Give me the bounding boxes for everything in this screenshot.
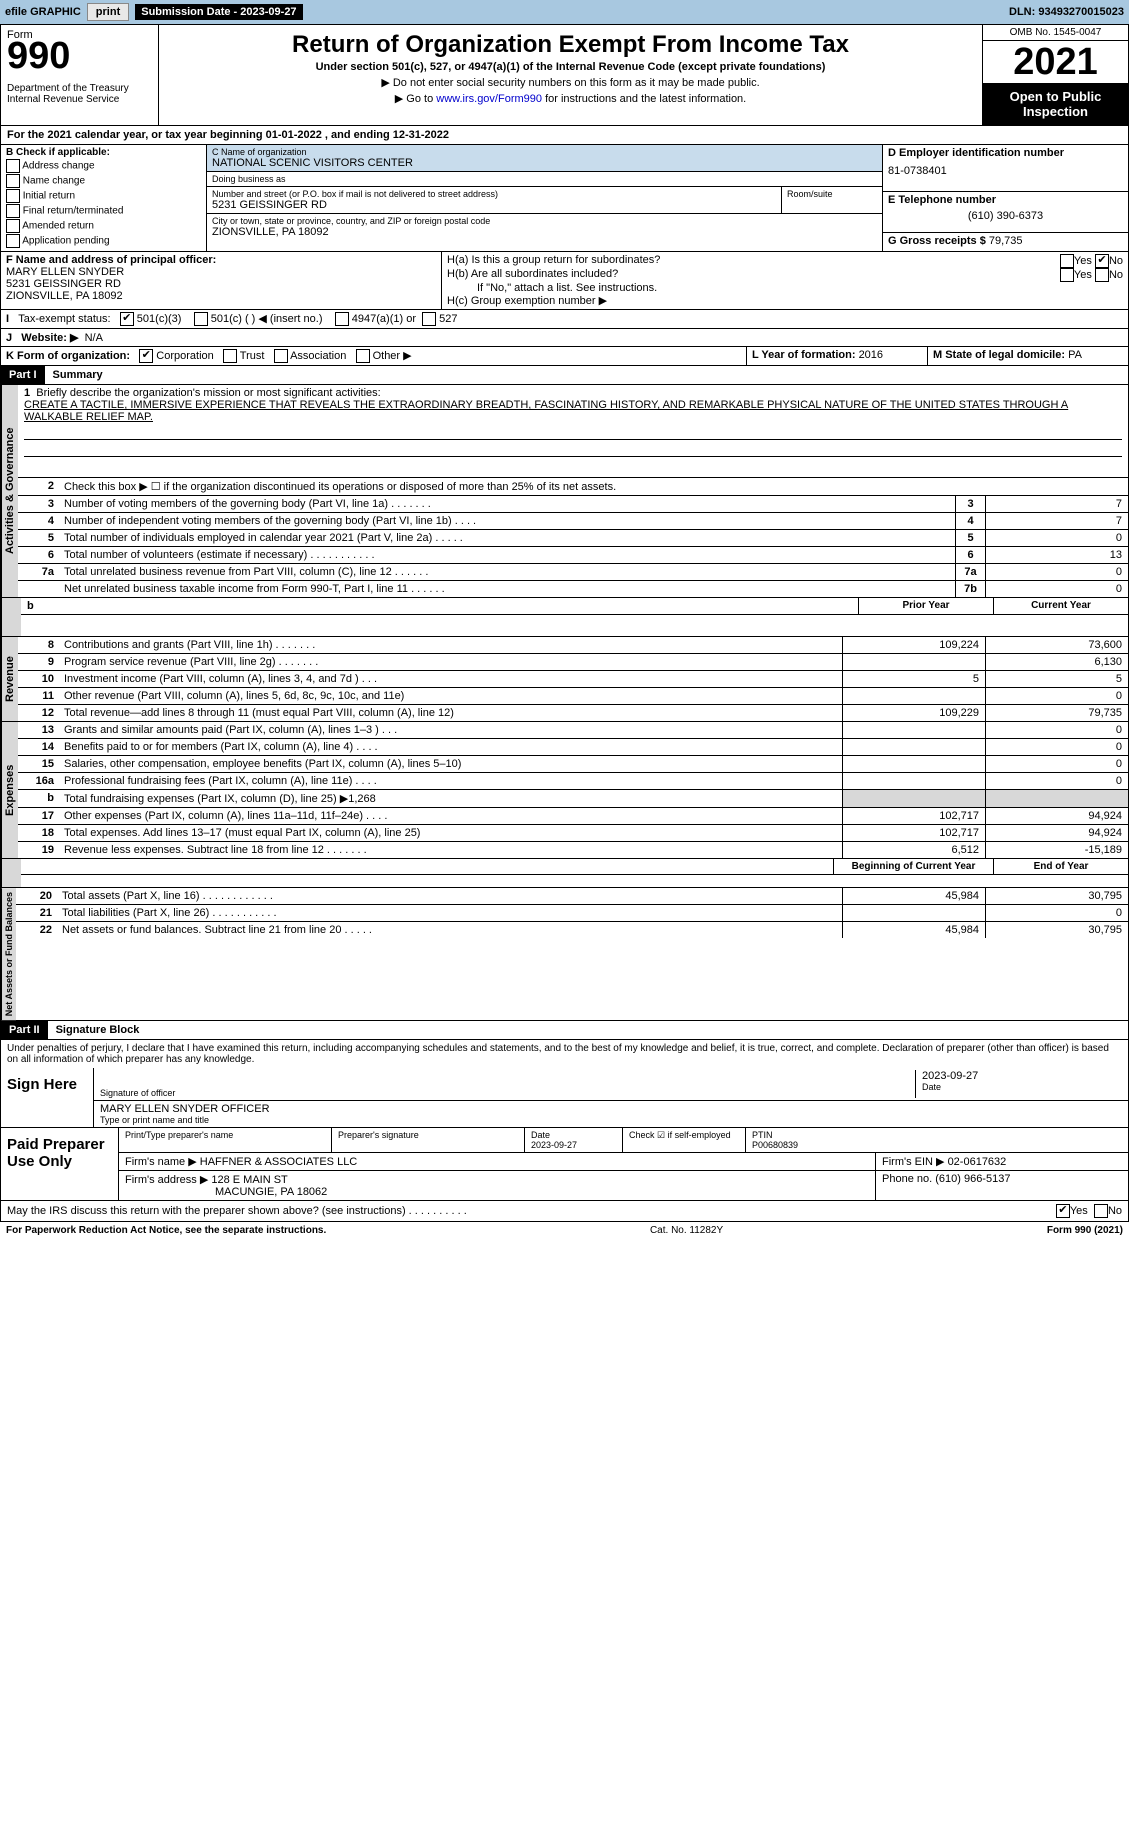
paperwork-notice: For Paperwork Reduction Act Notice, see … (6, 1225, 326, 1236)
goto-note: ▶ Go to www.irs.gov/Form990 for instruct… (165, 92, 976, 105)
officer-label: F Name and address of principal officer: (6, 254, 436, 266)
current-year-hdr: Current Year (993, 598, 1128, 614)
part2-title: Signature Block (48, 1024, 140, 1036)
open-inspection: Open to Public Inspection (983, 83, 1128, 125)
print-button[interactable]: print (87, 3, 129, 21)
ha-label: H(a) Is this a group return for subordin… (447, 254, 660, 268)
beg-year-hdr: Beginning of Current Year (833, 859, 993, 874)
firm-phone: (610) 966-5137 (935, 1173, 1010, 1185)
topbar: efile GRAPHIC print Submission Date - 20… (0, 0, 1129, 24)
officer-addr: 5231 GEISSINGER RD (6, 278, 436, 290)
city-label: City or town, state or province, country… (212, 216, 877, 226)
mission-text: CREATE A TACTILE, IMMERSIVE EXPERIENCE T… (24, 399, 1122, 423)
tax-exempt-row: I Tax-exempt status: 501(c)(3) 501(c) ( … (1, 310, 1128, 328)
line2: Check this box ▶ ☐ if the organization d… (60, 478, 1128, 495)
tab-net-assets: Net Assets or Fund Balances (1, 888, 16, 1020)
ssn-note: ▶ Do not enter social security numbers o… (165, 76, 976, 89)
sig-officer-label: Signature of officer (100, 1088, 915, 1098)
chk-final-return[interactable]: Final return/terminated (6, 204, 201, 218)
chk-application-pending[interactable]: Application pending (6, 234, 201, 248)
form-title: Return of Organization Exempt From Incom… (165, 31, 976, 59)
ein-label: D Employer identification number (888, 147, 1123, 159)
dln: DLN: 93493270015023 (1009, 6, 1124, 18)
gross-receipts-value: 79,735 (989, 235, 1023, 247)
prep-sig-label: Preparer's signature (332, 1128, 525, 1152)
ein-value: 81-0738401 (888, 165, 1123, 177)
submission-date: Submission Date - 2023-09-27 (135, 4, 302, 20)
state-domicile: M State of legal domicile: PA (928, 347, 1128, 365)
officer-printed: MARY ELLEN SNYDER OFFICER (100, 1103, 270, 1115)
form-footer: Form 990 (2021) (1047, 1225, 1123, 1236)
officer-city: ZIONSVILLE, PA 18092 (6, 290, 436, 302)
city-state-zip: ZIONSVILLE, PA 18092 (212, 226, 877, 238)
room-label: Room/suite (787, 189, 877, 199)
hb-label: H(b) Are all subordinates included? (447, 268, 618, 282)
prior-year-hdr: Prior Year (858, 598, 993, 614)
firm-name: HAFFNER & ASSOCIATES LLC (200, 1156, 358, 1168)
chk-name-change[interactable]: Name change (6, 174, 201, 188)
form-number: 990 (7, 37, 152, 75)
street-address: 5231 GEISSINGER RD (212, 199, 776, 211)
dept-treasury: Department of the Treasury Internal Reve… (7, 83, 152, 105)
org-name-label: C Name of organization (212, 147, 877, 157)
chk-initial-return[interactable]: Initial return (6, 189, 201, 203)
prep-name-label: Print/Type preparer's name (119, 1128, 332, 1152)
paid-preparer-label: Paid Preparer Use Only (1, 1128, 118, 1200)
line-a: For the 2021 calendar year, or tax year … (1, 126, 455, 144)
website-row: J Website: ▶ N/A (1, 329, 108, 346)
box-b-label: B Check if applicable: (6, 147, 201, 158)
hc-label: H(c) Group exemption number ▶ (447, 294, 1123, 307)
form-of-org: K Form of organization: Corporation Trus… (1, 347, 747, 365)
year-formation: L Year of formation: 2016 (747, 347, 928, 365)
ptin-value: P00680839 (752, 1140, 798, 1150)
part1-header: Part I (1, 366, 45, 384)
tab-activities: Activities & Governance (1, 385, 18, 597)
form-subtitle: Under section 501(c), 527, or 4947(a)(1)… (165, 61, 976, 73)
chk-address-change[interactable]: Address change (6, 159, 201, 173)
addr-label: Number and street (or P.O. box if mail i… (212, 189, 776, 199)
part1-title: Summary (45, 369, 103, 381)
prep-date: 2023-09-27 (531, 1140, 577, 1150)
phone-value: (610) 390-6373 (888, 210, 1123, 222)
box-b: B Check if applicable: Address change Na… (1, 145, 207, 251)
firm-ein: 02-0617632 (948, 1156, 1007, 1168)
tab-revenue: Revenue (1, 637, 18, 721)
perjury-declaration: Under penalties of perjury, I declare th… (0, 1040, 1129, 1068)
part2-header: Part II (1, 1021, 48, 1039)
sign-here-label: Sign Here (1, 1068, 93, 1127)
tab-expenses: Expenses (1, 722, 18, 858)
firm-addr: 128 E MAIN ST (211, 1174, 287, 1186)
tax-year: 2021 (983, 41, 1128, 83)
irs-link[interactable]: www.irs.gov/Form990 (436, 93, 542, 105)
org-name: NATIONAL SCENIC VISITORS CENTER (212, 157, 877, 169)
dba-label: Doing business as (212, 174, 877, 184)
end-year-hdr: End of Year (993, 859, 1128, 874)
sig-date: 2023-09-27 (922, 1070, 1122, 1082)
gross-receipts-label: G Gross receipts $ (888, 235, 986, 247)
efile-label: efile GRAPHIC (5, 6, 81, 18)
self-employed-check: Check ☑ if self-employed (623, 1128, 746, 1152)
omb-number: OMB No. 1545-0047 (983, 25, 1128, 41)
chk-amended-return[interactable]: Amended return (6, 219, 201, 233)
form-header: Form 990 Department of the Treasury Inte… (0, 24, 1129, 126)
phone-label: E Telephone number (888, 194, 1123, 206)
mission-label: Briefly describe the organization's miss… (36, 387, 380, 399)
hb-note: If "No," attach a list. See instructions… (447, 282, 1123, 294)
officer-name: MARY ELLEN SNYDER (6, 266, 436, 278)
cat-number: Cat. No. 11282Y (650, 1225, 723, 1236)
discuss-row: May the IRS discuss this return with the… (0, 1201, 1129, 1222)
